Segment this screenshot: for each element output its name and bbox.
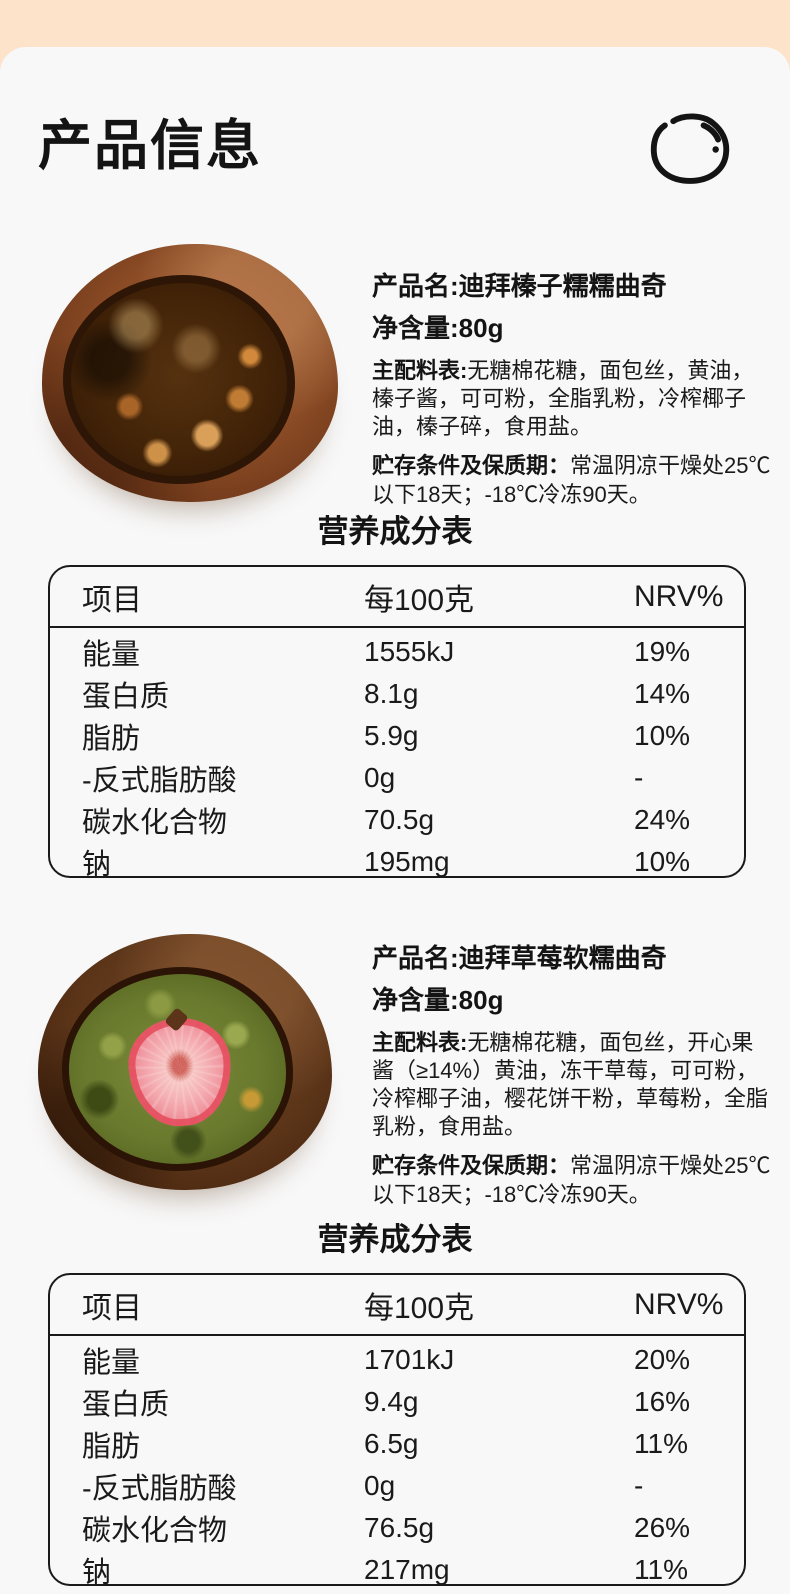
per-100g-value: 217mg bbox=[364, 1554, 450, 1585]
nutrient-name: -反式脂肪酸 bbox=[82, 1473, 237, 1505]
table-body: 能量 1701kJ 20% 蛋白质 9.4g 16% 脂肪 6.5g 11% -… bbox=[50, 1336, 744, 1589]
nutrient-name: 脂肪 bbox=[82, 723, 141, 755]
nutrition-table-1: 项目 每100克 NRV% 能量 1555kJ 19% 蛋白质 8.1g 14%… bbox=[48, 565, 746, 881]
table-body: 能量 1555kJ 19% 蛋白质 8.1g 14% 脂肪 5.9g 10% -… bbox=[50, 628, 744, 881]
nrv-value: 19% bbox=[634, 636, 691, 667]
nrv-value: 26% bbox=[634, 1512, 691, 1543]
table-row: 钠 195mg 10% bbox=[50, 841, 744, 883]
nutrient-name: 钠 bbox=[82, 1557, 112, 1589]
table-header-row: 项目 每100克 NRV% bbox=[50, 567, 744, 628]
nutrient-name: 碳水化合物 bbox=[82, 807, 228, 839]
per-100g-value: 1701kJ bbox=[364, 1344, 455, 1375]
nrv-value: 11% bbox=[634, 1428, 688, 1459]
nutrient-name: 碳水化合物 bbox=[82, 1515, 228, 1547]
nutrient-name: 蛋白质 bbox=[82, 681, 170, 713]
header-nrv: NRV% bbox=[634, 579, 724, 613]
header-item: 项目 bbox=[82, 583, 142, 617]
product-photo-hazelnut-cookie bbox=[42, 244, 338, 502]
nrv-value: - bbox=[634, 762, 644, 793]
nutrition-table-2: 项目 每100克 NRV% 能量 1701kJ 20% 蛋白质 9.4g 16%… bbox=[48, 1273, 746, 1589]
table-row: 蛋白质 8.1g 14% bbox=[50, 673, 744, 715]
product-photo-strawberry-cookie bbox=[38, 934, 332, 1190]
page-title: 产品信息 bbox=[38, 116, 262, 176]
hazelnut-filling-illustration bbox=[62, 274, 295, 485]
product-info-2: 产品名:迪拜草莓软糯曲奇 净含量:80g 主配料表:无糖棉花糖，面包丝，开心果酱… bbox=[372, 943, 772, 1209]
nutrient-name: -反式脂肪酸 bbox=[82, 765, 237, 797]
product-info-1: 产品名:迪拜榛子糯糯曲奇 净含量:80g 主配料表:无糖棉花糖，面包丝，黄油，榛… bbox=[372, 271, 772, 509]
mochi-icon bbox=[650, 113, 730, 184]
nutrition-table-title-2: 营养成分表 bbox=[317, 1222, 473, 1257]
header-per100g: 每100克 bbox=[364, 1291, 475, 1325]
table-header-row: 项目 每100克 NRV% bbox=[50, 1275, 744, 1336]
nutrient-name: 能量 bbox=[82, 639, 141, 671]
table-row: -反式脂肪酸 0g - bbox=[50, 1465, 744, 1507]
pistachio-filling-illustration bbox=[61, 967, 294, 1171]
header-nrv: NRV% bbox=[634, 1287, 724, 1321]
per-100g-value: 5.9g bbox=[364, 720, 419, 751]
per-100g-value: 0g bbox=[364, 762, 396, 793]
net-content: 净含量:80g bbox=[372, 313, 504, 343]
ingredients: 主配料表:无糖棉花糖，面包丝，黄油，榛子酱，可可粉，全脂乳粉，冷榨椰子油，榛子碎… bbox=[372, 358, 754, 439]
nrv-value: - bbox=[634, 1470, 644, 1501]
strawberry-slice-illustration bbox=[125, 1014, 236, 1130]
per-100g-value: 70.5g bbox=[364, 804, 435, 835]
table-row: 能量 1555kJ 19% bbox=[50, 631, 744, 673]
storage-conditions: 贮存条件及保质期：常温阴凉干燥处25℃以下18天；-18℃冷冻90天。 bbox=[372, 453, 771, 507]
nutrient-name: 蛋白质 bbox=[82, 1389, 170, 1421]
nrv-value: 10% bbox=[634, 846, 691, 877]
table-row: 脂肪 6.5g 11% bbox=[50, 1423, 744, 1465]
nrv-value: 16% bbox=[634, 1386, 691, 1417]
per-100g-value: 76.5g bbox=[364, 1512, 435, 1543]
per-100g-value: 0g bbox=[364, 1470, 396, 1501]
nrv-value: 20% bbox=[634, 1344, 691, 1375]
nutrient-name: 能量 bbox=[82, 1347, 141, 1379]
per-100g-value: 8.1g bbox=[364, 678, 419, 709]
product-name: 产品名:迪拜草莓软糯曲奇 bbox=[372, 943, 667, 973]
table-row: 脂肪 5.9g 10% bbox=[50, 715, 744, 757]
nrv-value: 14% bbox=[634, 678, 691, 709]
product-name: 产品名:迪拜榛子糯糯曲奇 bbox=[372, 271, 667, 301]
storage-conditions: 贮存条件及保质期：常温阴凉干燥处25℃以下18天；-18℃冷冻90天。 bbox=[372, 1153, 771, 1207]
table-row: 蛋白质 9.4g 16% bbox=[50, 1381, 744, 1423]
nrv-value: 11% bbox=[634, 1554, 688, 1585]
table-row: 能量 1701kJ 20% bbox=[50, 1339, 744, 1381]
nutrient-name: 脂肪 bbox=[82, 1431, 141, 1463]
per-100g-value: 1555kJ bbox=[364, 636, 455, 667]
table-row: 碳水化合物 70.5g 24% bbox=[50, 799, 744, 841]
table-row: -反式脂肪酸 0g - bbox=[50, 757, 744, 799]
net-content: 净含量:80g bbox=[372, 985, 504, 1015]
nrv-value: 10% bbox=[634, 720, 691, 751]
nutrition-table-title-1: 营养成分表 bbox=[317, 514, 473, 549]
per-100g-value: 6.5g bbox=[364, 1428, 419, 1459]
table-row: 钠 217mg 11% bbox=[50, 1549, 744, 1591]
table-row: 碳水化合物 76.5g 26% bbox=[50, 1507, 744, 1549]
nrv-value: 24% bbox=[634, 804, 691, 835]
header-per100g: 每100克 bbox=[364, 583, 475, 617]
per-100g-value: 9.4g bbox=[364, 1386, 419, 1417]
ingredients: 主配料表:无糖棉花糖，面包丝，开心果酱（≥14%）黄油，冻干草莓，可可粉，冷榨椰… bbox=[372, 1030, 769, 1139]
per-100g-value: 195mg bbox=[364, 846, 450, 877]
content-card: 产品信息 产品名:迪拜榛子糯糯曲奇 净含量:80g 主配料表:无糖棉花糖，面包丝… bbox=[0, 47, 790, 1594]
header-item: 项目 bbox=[82, 1291, 142, 1325]
nutrient-name: 钠 bbox=[82, 849, 112, 881]
